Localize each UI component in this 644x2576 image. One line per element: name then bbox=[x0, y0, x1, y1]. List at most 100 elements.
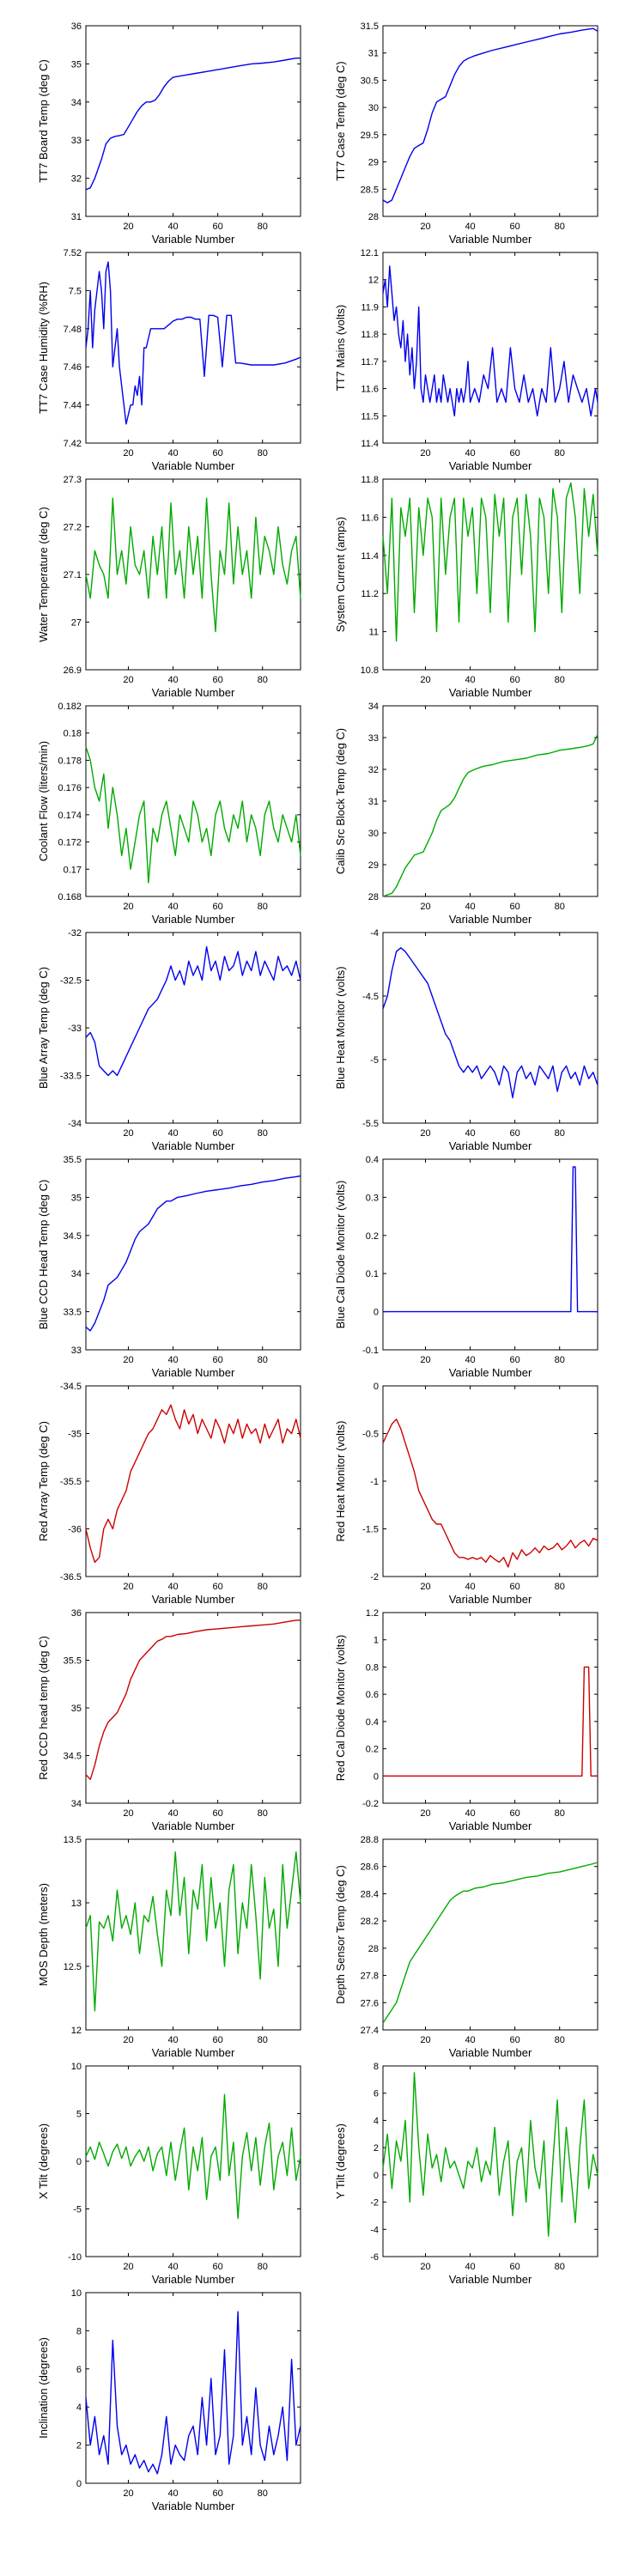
y-axis-label: TT7 Case Humidity (%RH) bbox=[37, 282, 50, 414]
chart-water-temperature-deg-c: 26.9 27 27.1 27.2 27.3 20 40 60 80 Variable Numbe… bbox=[37, 475, 301, 699]
y-tick-label: 35.5 bbox=[64, 1155, 82, 1165]
y-tick-label: 0.6 bbox=[366, 1690, 379, 1700]
y-tick-label: 28 bbox=[368, 212, 379, 222]
y-tick-label: 11.8 bbox=[361, 330, 379, 340]
x-tick-label: 60 bbox=[213, 1808, 223, 1819]
y-tick-label: -6 bbox=[370, 2252, 379, 2263]
y-axis-label: MOS Depth (meters) bbox=[37, 1883, 50, 1986]
chart-depth-sensor-temp-deg-c: 27.4 27.6 27.8 28 28.2 28.4 28.6 28.8 20 40 60 80 Va… bbox=[334, 1835, 598, 2059]
y-tick-label: 12.1 bbox=[361, 248, 379, 258]
x-tick-label: 80 bbox=[555, 1808, 565, 1819]
series-line-depth-sensor-temp bbox=[382, 1862, 598, 2024]
x-tick-label: 80 bbox=[258, 448, 268, 459]
y-tick-label: 10.8 bbox=[361, 665, 379, 676]
x-tick-label: 60 bbox=[213, 902, 223, 912]
chart-y-tilt-degrees: -6 -4 -2 0 2 4 6 8 20 40 60 80 Variable Number Y Tilt… bbox=[334, 2062, 598, 2286]
x-tick-label: 20 bbox=[420, 1808, 430, 1819]
series-line-blue-ccd-head-temp bbox=[85, 1175, 301, 1332]
y-tick-label: 30.5 bbox=[361, 76, 379, 86]
plot-frame bbox=[382, 1612, 598, 1804]
x-tick-label: 40 bbox=[167, 902, 178, 912]
plot-frame bbox=[382, 932, 598, 1124]
y-tick-label: -4 bbox=[370, 2225, 379, 2235]
series-line-red-cal-diode-monitor bbox=[383, 1666, 598, 1777]
x-tick-label: 40 bbox=[465, 902, 475, 912]
x-tick-label: 20 bbox=[123, 2035, 133, 2045]
plot-frame bbox=[85, 1612, 301, 1804]
series-line-mos-depth bbox=[85, 1851, 301, 2012]
y-tick-label: 31 bbox=[71, 212, 82, 222]
y-tick-label: -0.5 bbox=[362, 1430, 379, 1440]
x-tick-label: 80 bbox=[258, 902, 268, 912]
y-tick-label: 0.18 bbox=[64, 729, 82, 739]
y-axis-label: Depth Sensor Temp (deg C) bbox=[334, 1865, 347, 2004]
x-tick-label: 60 bbox=[213, 1128, 223, 1139]
x-tick-label: 20 bbox=[420, 2262, 430, 2272]
y-tick-label: 35 bbox=[71, 1704, 82, 1714]
plot-frame bbox=[85, 1158, 301, 1351]
chart-tt7-case-temp-deg-c: 28 28.5 29 29.5 30 30.5 31 31.5 20 40 60 80 Variable… bbox=[334, 21, 598, 246]
x-tick-label: 60 bbox=[510, 222, 520, 232]
y-tick-label: 0.176 bbox=[58, 783, 82, 793]
y-tick-label: 0.2 bbox=[366, 1745, 379, 1755]
x-axis-label: Variable Number bbox=[152, 459, 235, 472]
chart-inclination-degrees: 0 2 4 6 8 10 20 40 60 80 Variable Number Inclinatio… bbox=[37, 2288, 301, 2512]
y-tick-label: 11.9 bbox=[361, 302, 379, 313]
x-tick-label: 20 bbox=[420, 902, 430, 912]
x-tick-label: 40 bbox=[167, 448, 178, 459]
y-tick-label: -33 bbox=[68, 1024, 82, 1034]
x-tick-label: 40 bbox=[465, 2035, 475, 2045]
y-tick-label: -5 bbox=[73, 2205, 82, 2215]
chart-blue-cal-diode-monitor-volts: -0.1 0 0.1 0.2 0.3 0.4 20 40 60 80 Variable Number… bbox=[334, 1155, 598, 1379]
x-axis-label: Variable Number bbox=[152, 1366, 235, 1379]
chart-coolant-flow-liters-min: 0.168 0.17 0.172 0.174 0.176 0.178 0.18 0.182 20… bbox=[37, 702, 301, 926]
x-tick-label: 20 bbox=[420, 222, 430, 232]
y-tick-label: 4 bbox=[374, 2116, 379, 2126]
y-tick-label: 7.46 bbox=[64, 362, 82, 373]
y-tick-label: 0.2 bbox=[366, 1231, 379, 1242]
series-line-tt7-case-temp bbox=[382, 27, 598, 204]
y-tick-label: 7.42 bbox=[64, 439, 82, 449]
y-tick-label: 13 bbox=[71, 1899, 82, 1909]
x-tick-label: 40 bbox=[465, 1808, 475, 1819]
x-tick-label: 80 bbox=[258, 2262, 268, 2272]
x-tick-label: 80 bbox=[258, 1128, 268, 1139]
y-tick-label: 0 bbox=[374, 1382, 379, 1392]
y-axis-label: Coolant Flow (liters/min) bbox=[37, 741, 50, 861]
series-line-blue-heat-monitor bbox=[382, 947, 598, 1099]
y-tick-label: 29 bbox=[368, 860, 379, 871]
y-tick-label: -2 bbox=[370, 2198, 379, 2208]
y-tick-label: 0.17 bbox=[64, 865, 82, 875]
x-tick-label: 80 bbox=[555, 675, 565, 685]
x-tick-label: 20 bbox=[420, 2035, 430, 2045]
plot-frame bbox=[85, 2065, 301, 2257]
y-tick-label: 33 bbox=[71, 1346, 82, 1356]
x-tick-label: 80 bbox=[555, 1582, 565, 1592]
x-axis-label: Variable Number bbox=[152, 686, 235, 699]
y-axis-label: Blue Array Temp (deg C) bbox=[37, 967, 50, 1089]
y-tick-label: 28 bbox=[368, 892, 379, 902]
x-axis-label: Variable Number bbox=[449, 1366, 532, 1379]
y-axis-label: TT7 Board Temp (deg C) bbox=[37, 59, 50, 183]
y-tick-label: -0.1 bbox=[362, 1346, 379, 1356]
y-tick-label: 12.5 bbox=[64, 1962, 82, 1972]
y-tick-label: 33 bbox=[71, 136, 82, 146]
x-axis-label: Variable Number bbox=[449, 233, 532, 246]
x-tick-label: 20 bbox=[123, 902, 133, 912]
y-axis-label: Calib Src Block Temp (deg C) bbox=[334, 728, 347, 874]
y-tick-label: 11.5 bbox=[361, 411, 379, 422]
y-tick-label: 12 bbox=[368, 276, 379, 286]
x-axis-label: Variable Number bbox=[449, 1593, 532, 1606]
chart-red-array-temp-deg-c: -36.5 -36 -35.5 -35 -34.5 20 40 60 80 Variable Nu… bbox=[37, 1382, 301, 1606]
x-tick-label: 60 bbox=[213, 1355, 223, 1365]
y-tick-label: -4.5 bbox=[362, 992, 379, 1002]
x-tick-label: 60 bbox=[510, 1582, 520, 1592]
x-tick-label: 40 bbox=[465, 1582, 475, 1592]
x-axis-label: Variable Number bbox=[449, 1820, 532, 1832]
x-axis-label: Variable Number bbox=[152, 1820, 235, 1832]
plot-frame bbox=[85, 1838, 301, 2031]
y-tick-label: 35 bbox=[71, 59, 82, 70]
x-tick-label: 80 bbox=[555, 1128, 565, 1139]
y-tick-label: 2 bbox=[76, 2441, 82, 2451]
y-tick-label: 0.168 bbox=[58, 892, 82, 902]
